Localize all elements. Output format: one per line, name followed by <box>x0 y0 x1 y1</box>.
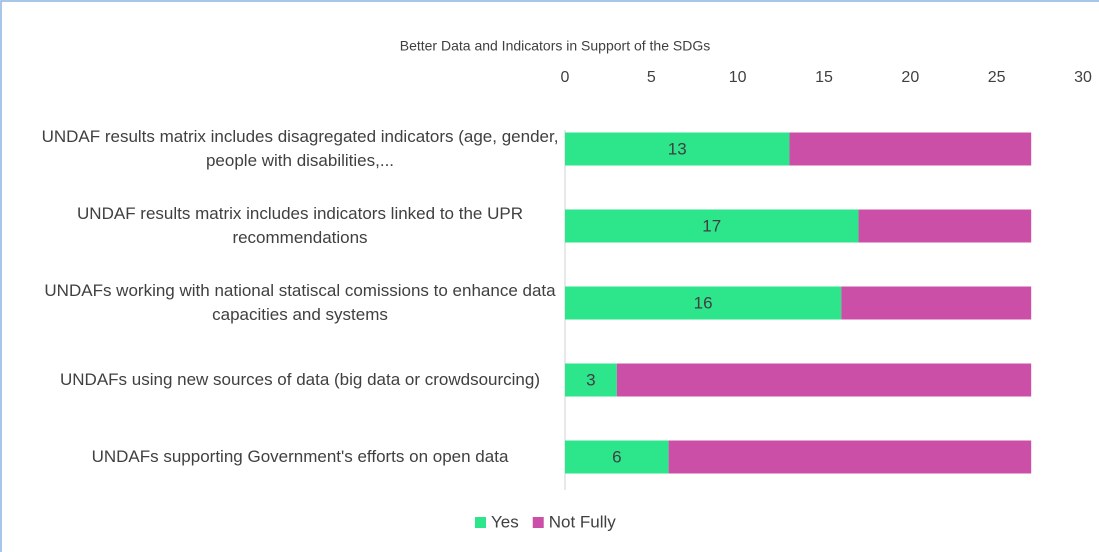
x-tick-label: 20 <box>901 69 919 86</box>
category-label: UNDAF results matrix includes indicators… <box>77 204 523 247</box>
data-label: 13 <box>668 139 687 158</box>
legend-swatch <box>475 517 486 528</box>
x-tick-label: 10 <box>729 69 747 86</box>
legend-label: Yes <box>491 512 519 531</box>
bar-segment <box>668 440 1032 474</box>
bar-segment <box>565 132 790 166</box>
x-tick-label: 15 <box>815 69 833 86</box>
bar-segment <box>565 209 859 243</box>
data-label: 3 <box>586 370 595 389</box>
bar-segment <box>565 440 669 474</box>
x-tick-label: 25 <box>988 69 1006 86</box>
category-label: UNDAF results matrix includes disagregat… <box>41 127 559 170</box>
x-tick-label: 5 <box>647 69 656 86</box>
category-label: UNDAFs using new sources of data (big da… <box>60 370 540 389</box>
x-tick-label: 0 <box>561 69 570 86</box>
category-label: UNDAFs working with national statiscal c… <box>44 281 556 324</box>
bar-segment <box>858 209 1032 243</box>
legend-swatch <box>532 517 544 528</box>
x-tick-label: 30 <box>1074 69 1092 86</box>
bar-segment <box>789 132 1032 166</box>
category-label: UNDAFs supporting Government's efforts o… <box>91 447 509 466</box>
legend-label: Not Fully <box>549 512 617 531</box>
data-label: 17 <box>702 216 721 235</box>
bar-segment <box>616 363 1032 397</box>
bar-segment <box>565 363 617 397</box>
chart-title: Better Data and Indicators in Support of… <box>400 38 711 54</box>
data-label: 6 <box>612 447 621 466</box>
bar-segment <box>841 286 1032 320</box>
bar-segment <box>565 286 842 320</box>
data-label: 16 <box>694 293 713 312</box>
